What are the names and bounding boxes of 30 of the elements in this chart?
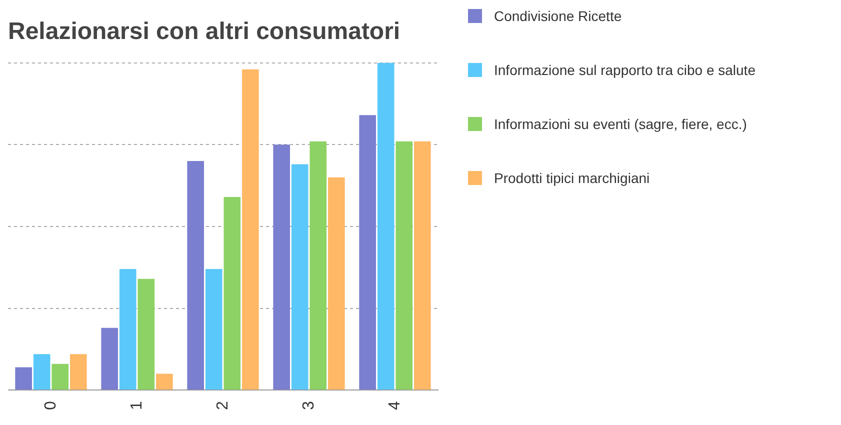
bar (138, 278, 155, 390)
bar (101, 328, 118, 390)
bar (273, 144, 290, 390)
x-tick-label: 4 (386, 401, 404, 410)
bar (328, 177, 345, 390)
bar (224, 196, 241, 390)
x-tick-label: 1 (128, 401, 146, 410)
bar (119, 269, 136, 390)
bar (310, 141, 327, 390)
bar (187, 160, 204, 390)
chart-title: Relazionarsi con altri consumatori (8, 18, 400, 46)
bar (33, 354, 50, 390)
x-tick-label: 0 (42, 401, 60, 410)
x-tick-label: 2 (214, 401, 232, 410)
bar (205, 269, 222, 390)
legend-label: Condivisione Ricette (494, 8, 622, 24)
bar (291, 164, 308, 390)
bar (359, 115, 376, 390)
legend-label: Prodotti tipici marchigiani (494, 170, 650, 186)
bar (52, 364, 69, 390)
bar (242, 69, 259, 390)
legend-label: Informazione sul rapporto tra cibo e salute (494, 62, 756, 78)
bar (377, 62, 394, 390)
bar (15, 367, 32, 390)
bar (70, 354, 87, 390)
legend-label: Informazioni su eventi (sagre, fiere, ecc.) (494, 116, 747, 132)
bar (156, 374, 173, 390)
bar (396, 141, 413, 390)
bar (414, 141, 431, 390)
x-tick-label: 3 (300, 401, 318, 410)
